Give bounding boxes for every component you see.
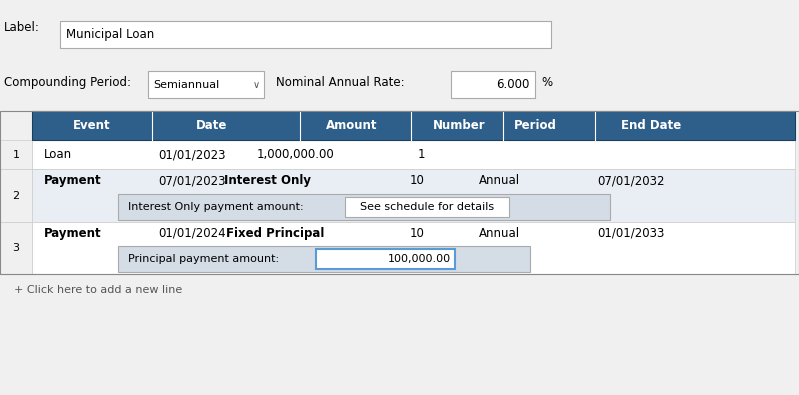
Text: 2: 2 <box>13 190 19 201</box>
Bar <box>345 197 509 217</box>
Text: Amount: Amount <box>326 119 377 132</box>
Text: 10: 10 <box>410 227 424 239</box>
Bar <box>0 169 32 222</box>
Bar <box>451 71 535 98</box>
Bar <box>0 0 799 111</box>
Text: Principal payment amount:: Principal payment amount: <box>128 254 279 264</box>
Text: 100,000.00: 100,000.00 <box>388 254 451 264</box>
Text: 1,000,000.00: 1,000,000.00 <box>256 148 334 161</box>
Bar <box>118 246 530 272</box>
Text: Compounding Period:: Compounding Period: <box>4 76 131 88</box>
Text: Semiannual: Semiannual <box>153 79 220 90</box>
Text: Event: Event <box>73 119 111 132</box>
Text: Payment: Payment <box>44 175 101 187</box>
Bar <box>60 21 551 48</box>
Text: 01/01/2033: 01/01/2033 <box>598 227 665 239</box>
Text: 07/01/2023: 07/01/2023 <box>158 175 225 187</box>
Bar <box>32 222 795 274</box>
Text: Period: Period <box>514 119 557 132</box>
Text: Annual: Annual <box>479 175 520 187</box>
Text: 1: 1 <box>13 150 19 160</box>
Text: See schedule for details: See schedule for details <box>360 202 494 212</box>
Text: 10: 10 <box>410 175 424 187</box>
Text: + Click here to add a new line: + Click here to add a new line <box>14 285 183 295</box>
Bar <box>32 169 795 222</box>
Bar <box>0 222 32 274</box>
Text: End Date: End Date <box>621 119 682 132</box>
Text: Label:: Label: <box>4 21 40 34</box>
Text: ∨: ∨ <box>253 79 260 90</box>
Bar <box>0 111 799 274</box>
Text: Number: Number <box>433 119 486 132</box>
Text: 07/01/2032: 07/01/2032 <box>598 175 665 187</box>
Bar <box>32 111 795 140</box>
Text: 3: 3 <box>13 243 19 253</box>
Text: %: % <box>542 76 553 88</box>
Bar <box>0 140 32 169</box>
Text: 6.000: 6.000 <box>496 78 530 91</box>
Text: 1: 1 <box>418 148 426 161</box>
Bar <box>316 249 455 269</box>
Text: Municipal Loan: Municipal Loan <box>66 28 153 41</box>
Text: Fixed Principal: Fixed Principal <box>226 227 325 239</box>
Text: Date: Date <box>196 119 228 132</box>
Bar <box>118 194 610 220</box>
Text: Payment: Payment <box>44 227 101 239</box>
Bar <box>148 71 264 98</box>
Text: Loan: Loan <box>44 148 72 161</box>
Text: 01/01/2023: 01/01/2023 <box>158 148 225 161</box>
Text: Annual: Annual <box>479 227 520 239</box>
Text: Nominal Annual Rate:: Nominal Annual Rate: <box>276 76 404 88</box>
Text: Interest Only: Interest Only <box>225 175 311 187</box>
Bar <box>32 140 795 169</box>
Text: 01/01/2024: 01/01/2024 <box>158 227 226 239</box>
Text: Interest Only payment amount:: Interest Only payment amount: <box>128 202 304 212</box>
